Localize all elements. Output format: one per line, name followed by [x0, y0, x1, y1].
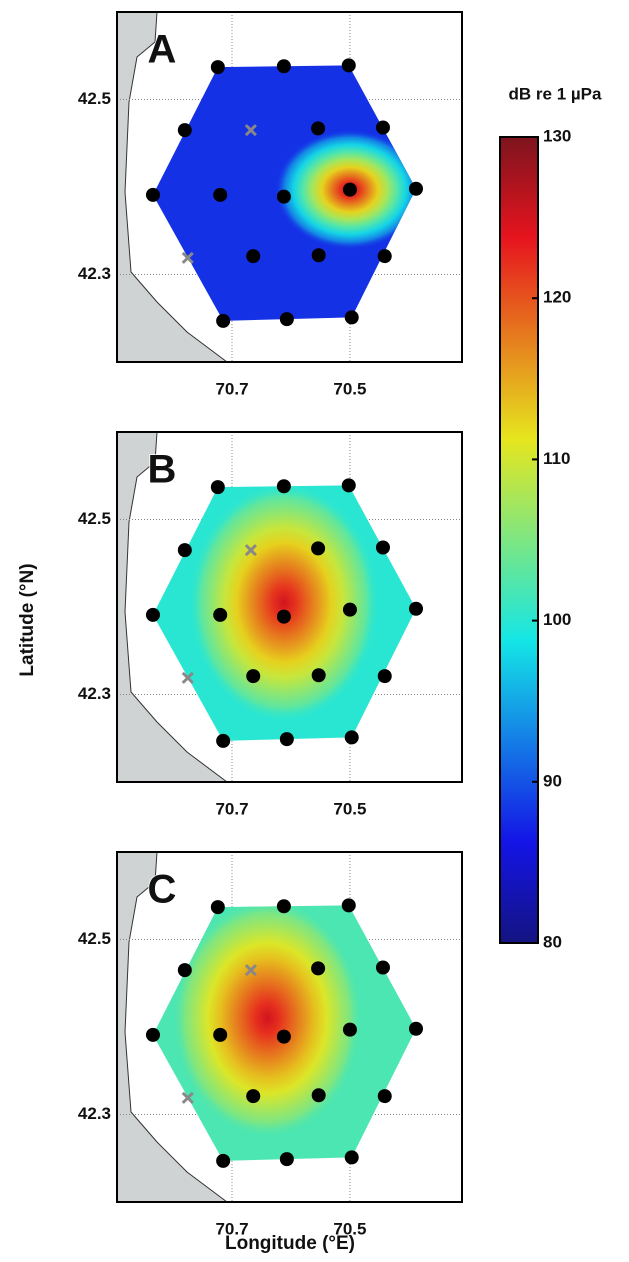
y-tick-label: 42.3 — [78, 264, 111, 283]
x-tick-label: 70.7 — [215, 379, 248, 398]
station — [342, 182, 357, 197]
field-peak — [188, 485, 379, 723]
station — [342, 1022, 357, 1037]
station — [409, 1021, 423, 1036]
station — [279, 312, 294, 327]
cross — [181, 1091, 194, 1104]
station — [344, 1150, 359, 1165]
station — [216, 733, 231, 748]
station — [276, 609, 291, 624]
station — [375, 540, 390, 555]
panel-label: C — [148, 868, 177, 912]
station — [311, 1088, 326, 1103]
colorbar-tick-label: 120 — [543, 288, 571, 307]
station — [377, 249, 392, 264]
station — [279, 732, 294, 747]
station — [145, 1027, 160, 1042]
station — [377, 669, 392, 684]
colorbar-tick-label: 80 — [543, 932, 562, 951]
panel-label: B — [148, 448, 177, 492]
station — [213, 187, 228, 202]
station — [311, 961, 326, 976]
cross — [244, 124, 257, 137]
station — [210, 480, 225, 495]
station — [145, 607, 160, 622]
panel-frame — [116, 851, 463, 1203]
station — [210, 900, 225, 915]
y-axis-label: Latitude (°N) — [17, 563, 38, 676]
station — [341, 898, 356, 913]
station — [246, 669, 261, 684]
y-tick-label: 42.3 — [78, 1104, 111, 1123]
station — [177, 963, 192, 978]
panel-frame — [116, 431, 463, 783]
station — [341, 58, 356, 73]
x-tick-label: 70.7 — [215, 799, 248, 818]
station — [276, 189, 291, 204]
x-axis-label: Longitude (°E) — [225, 1233, 355, 1254]
y-tick-label: 42.5 — [78, 509, 111, 528]
colorbar-tick-label: 90 — [543, 771, 562, 790]
station — [216, 1153, 231, 1168]
cross — [244, 964, 257, 977]
station — [375, 120, 390, 135]
map-panel: 70.7 70.5 42.5 42.3 A — [78, 11, 463, 398]
x-tick-label: 70.7 — [215, 1219, 248, 1238]
field-peak — [172, 905, 363, 1139]
station — [177, 123, 192, 138]
station — [344, 310, 359, 325]
station — [279, 1152, 294, 1167]
colorbar-tick-label: 100 — [543, 610, 571, 629]
station — [409, 181, 423, 196]
colorbar-tick-label: 130 — [543, 126, 571, 145]
station — [311, 248, 326, 263]
colorbar — [499, 136, 539, 944]
colorbar-title: dB re 1 µPa — [509, 84, 602, 103]
station — [342, 602, 357, 617]
station — [276, 479, 291, 494]
station — [409, 601, 423, 616]
panel-label: A — [148, 28, 177, 72]
station — [276, 59, 291, 74]
station — [210, 60, 225, 75]
station — [341, 478, 356, 493]
station — [213, 607, 228, 622]
x-tick-label: 70.5 — [333, 1219, 366, 1238]
station — [377, 1089, 392, 1104]
cross — [181, 671, 194, 684]
station — [145, 187, 160, 202]
x-tick-label: 70.5 — [333, 799, 366, 818]
cross — [181, 251, 194, 264]
station — [246, 249, 261, 264]
station — [213, 1027, 228, 1042]
station — [311, 668, 326, 683]
station — [311, 121, 326, 136]
station — [311, 541, 326, 556]
station — [375, 960, 390, 975]
y-tick-label: 42.3 — [78, 684, 111, 703]
map-panel: 70.7 70.5 42.5 42.3 B — [78, 431, 463, 818]
map-panel: 70.7 70.5 42.5 42.3 C — [78, 851, 463, 1238]
station — [216, 313, 231, 328]
x-tick-label: 70.5 — [333, 379, 366, 398]
y-tick-label: 42.5 — [78, 929, 111, 948]
station — [276, 899, 291, 914]
cross — [244, 544, 257, 557]
y-tick-label: 42.5 — [78, 89, 111, 108]
station — [177, 543, 192, 558]
station — [276, 1029, 291, 1044]
colorbar-tick-label: 110 — [543, 449, 570, 468]
station — [344, 730, 359, 745]
station — [246, 1089, 261, 1104]
panel-frame — [116, 11, 463, 363]
